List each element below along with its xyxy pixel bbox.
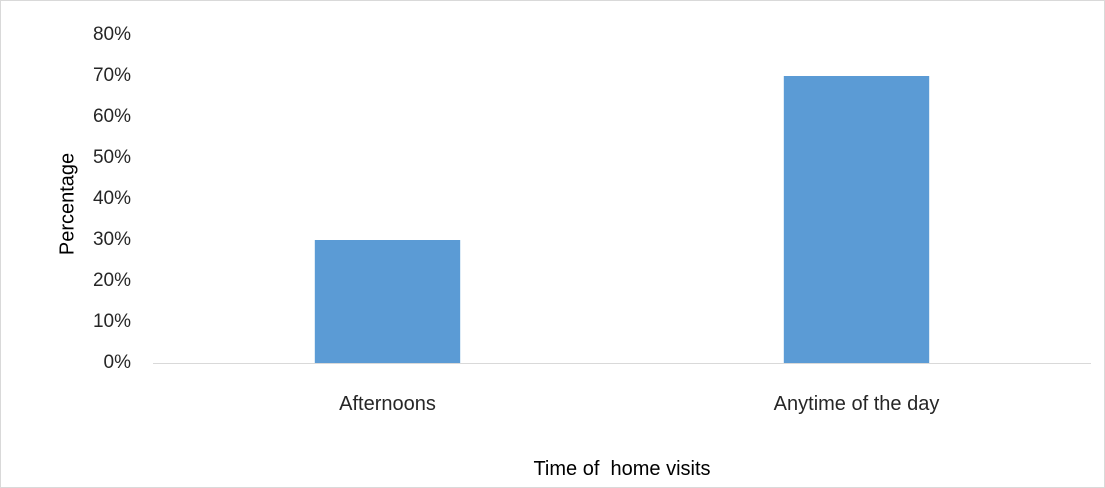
- x-axis-title: Time of home visits: [533, 458, 710, 480]
- y-tick-label: 70%: [93, 65, 131, 86]
- x-tick-label: Afternoons: [339, 393, 436, 415]
- x-axis-ticks: Afternoons Anytime of the day: [339, 393, 939, 415]
- x-tick-label: Anytime of the day: [774, 393, 940, 415]
- bar: [314, 240, 461, 363]
- bars: [314, 76, 930, 363]
- y-tick-label: 60%: [93, 106, 131, 127]
- y-tick-label: 10%: [93, 311, 131, 332]
- y-axis-ticks: 0% 10% 20% 30% 40% 50% 60% 70% 80%: [93, 24, 131, 373]
- y-axis-title: Percentage: [56, 153, 78, 255]
- y-tick-label: 50%: [93, 147, 131, 168]
- y-tick-label: 30%: [93, 229, 131, 250]
- bar: [783, 76, 930, 363]
- y-tick-label: 0%: [104, 352, 132, 373]
- y-tick-label: 80%: [93, 24, 131, 45]
- y-tick-label: 20%: [93, 270, 131, 291]
- y-tick-label: 40%: [93, 188, 131, 209]
